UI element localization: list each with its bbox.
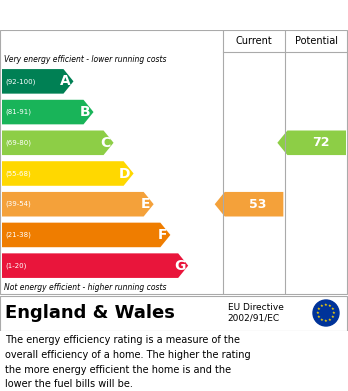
Text: Energy Efficiency Rating: Energy Efficiency Rating xyxy=(10,7,220,23)
Text: (81-91): (81-91) xyxy=(5,109,31,115)
Text: 72: 72 xyxy=(312,136,330,149)
Text: ★: ★ xyxy=(316,311,320,315)
Polygon shape xyxy=(2,253,188,278)
Polygon shape xyxy=(215,192,283,217)
Text: B: B xyxy=(80,105,90,119)
Circle shape xyxy=(313,300,339,326)
Text: ★: ★ xyxy=(328,318,332,322)
Text: ★: ★ xyxy=(317,307,321,311)
Polygon shape xyxy=(2,131,113,155)
Text: (92-100): (92-100) xyxy=(5,78,35,84)
Text: D: D xyxy=(119,167,130,181)
Text: Not energy efficient - higher running costs: Not energy efficient - higher running co… xyxy=(4,283,166,292)
Text: England & Wales: England & Wales xyxy=(5,304,175,322)
Polygon shape xyxy=(2,161,134,186)
Text: ★: ★ xyxy=(324,319,328,323)
Text: G: G xyxy=(174,258,185,273)
Text: (55-68): (55-68) xyxy=(5,170,31,177)
Text: Potential: Potential xyxy=(295,36,338,46)
Text: (69-80): (69-80) xyxy=(5,140,31,146)
Text: Very energy efficient - lower running costs: Very energy efficient - lower running co… xyxy=(4,54,166,63)
Polygon shape xyxy=(2,69,73,93)
Polygon shape xyxy=(2,222,171,247)
Text: 53: 53 xyxy=(250,198,267,211)
Text: Current: Current xyxy=(236,36,272,46)
Text: ★: ★ xyxy=(320,318,324,322)
Text: ★: ★ xyxy=(331,315,335,319)
Text: ★: ★ xyxy=(317,315,321,319)
Text: (39-54): (39-54) xyxy=(5,201,31,208)
Text: EU Directive
2002/91/EC: EU Directive 2002/91/EC xyxy=(228,303,284,323)
Text: E: E xyxy=(141,197,151,211)
Text: (1-20): (1-20) xyxy=(5,262,26,269)
Text: (21-38): (21-38) xyxy=(5,232,31,238)
Text: ★: ★ xyxy=(328,304,332,308)
Text: C: C xyxy=(100,136,111,150)
Polygon shape xyxy=(2,100,94,124)
Text: F: F xyxy=(158,228,167,242)
Polygon shape xyxy=(277,131,346,155)
Text: The energy efficiency rating is a measure of the
overall efficiency of a home. T: The energy efficiency rating is a measur… xyxy=(5,335,251,389)
Text: ★: ★ xyxy=(331,307,335,311)
Text: A: A xyxy=(60,74,71,88)
Polygon shape xyxy=(2,192,154,217)
Text: ★: ★ xyxy=(324,303,328,307)
Text: ★: ★ xyxy=(320,304,324,308)
Text: ★: ★ xyxy=(332,311,336,315)
